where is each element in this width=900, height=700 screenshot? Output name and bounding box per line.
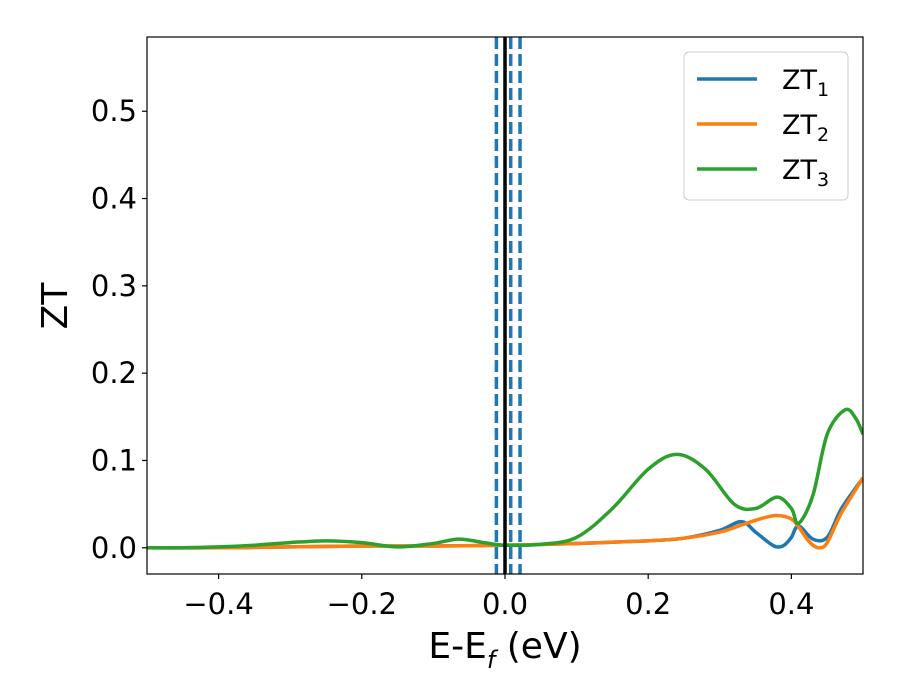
legend-label-zt1: ZT1 (782, 65, 829, 101)
x-tick-label: −0.2 (327, 587, 397, 621)
y-tick-label: 0.4 (91, 182, 137, 216)
series-line-zt2 (147, 477, 863, 550)
x-axis-title-tail: (eV) (495, 626, 581, 667)
x-tick-label: 0.0 (482, 587, 528, 621)
y-tick-label: 0.0 (91, 531, 137, 565)
legend: ZT1 ZT2 ZT3 (683, 51, 849, 201)
y-tick-label: 0.2 (91, 356, 137, 390)
y-ticks: 0.0 0.1 0.2 0.3 0.4 0.5 (91, 94, 147, 565)
y-tick-label: 0.5 (91, 94, 137, 128)
x-ticks: −0.4 −0.2 0.0 0.2 0.4 (183, 574, 814, 621)
x-tick-label: −0.4 (183, 587, 253, 621)
x-axis-title: E-Ef (eV) (428, 626, 581, 674)
legend-label-zt2: ZT2 (782, 110, 829, 146)
series-line-zt3 (147, 407, 863, 550)
y-tick-label: 0.3 (91, 269, 137, 303)
x-tick-label: 0.4 (768, 587, 814, 621)
x-tick-label: 0.2 (625, 587, 671, 621)
plot-content (147, 37, 863, 574)
y-tick-label: 0.1 (91, 443, 137, 477)
y-axis-title: ZT (35, 282, 76, 330)
x-axis-title-main: E-E (428, 626, 486, 667)
legend-box (683, 51, 849, 201)
legend-label-zt3: ZT3 (782, 155, 829, 191)
